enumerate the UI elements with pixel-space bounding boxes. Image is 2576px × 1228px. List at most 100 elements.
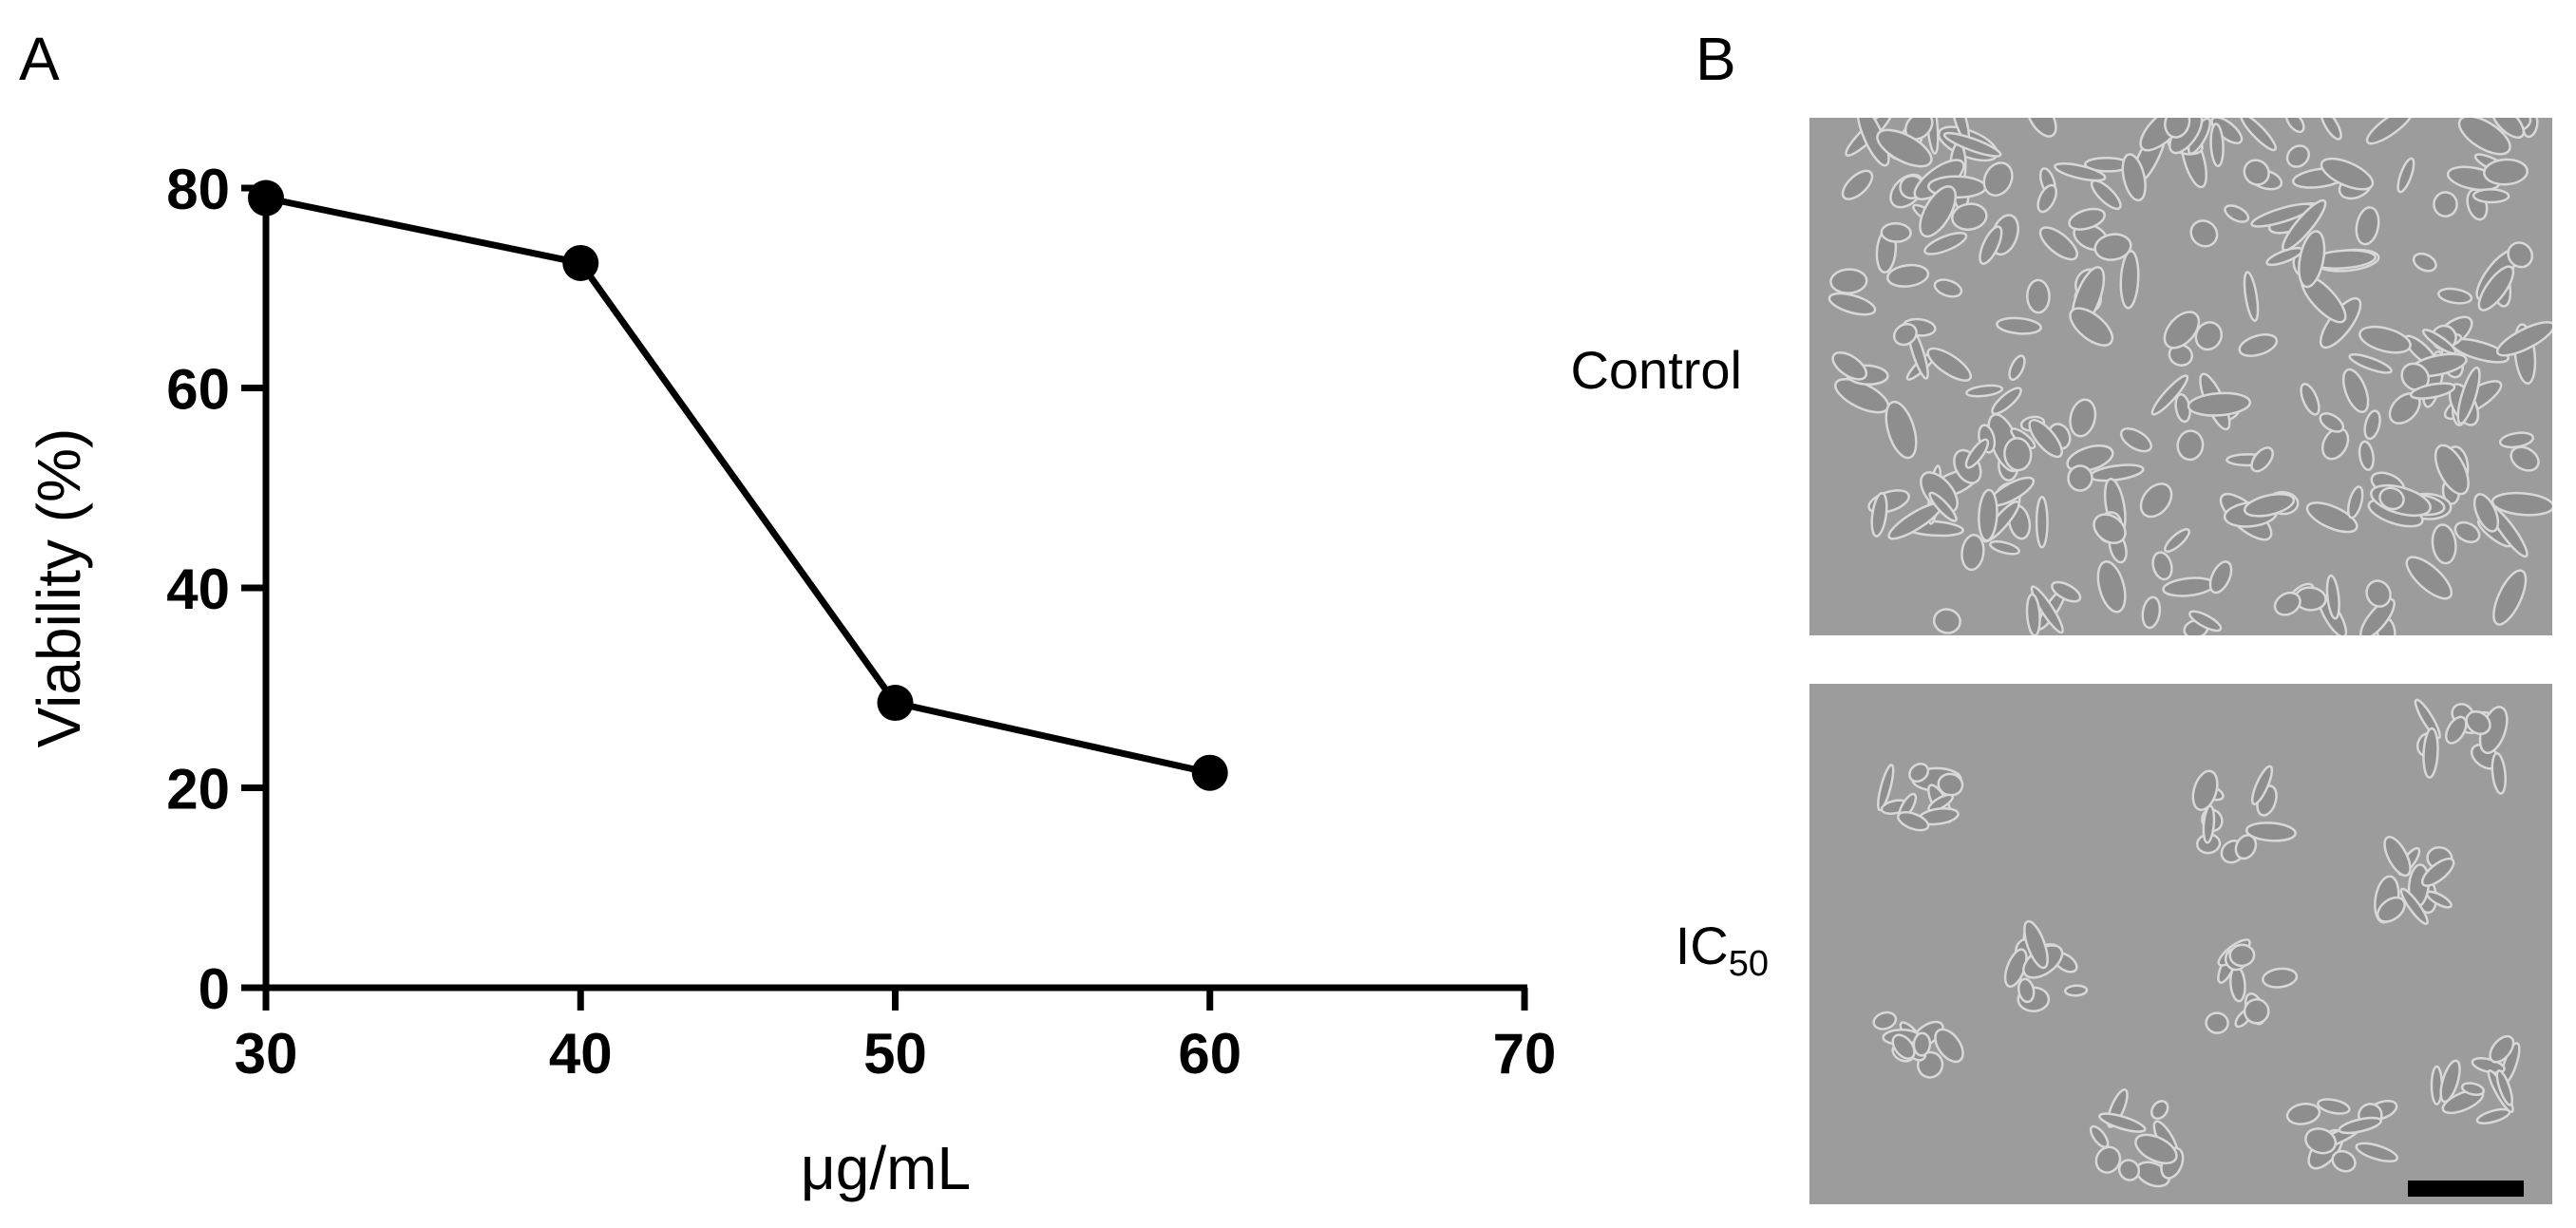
ic50-cell (2243, 998, 2270, 1025)
ic50-cell (1897, 811, 1930, 832)
control-cell (2028, 418, 2063, 459)
control-cell (1991, 387, 2022, 415)
y-tick-label: 60 (166, 358, 230, 422)
control-cell (2305, 501, 2358, 534)
ic50-cell (2205, 1011, 2229, 1034)
control-cell (2358, 325, 2412, 354)
ic50-cell (2063, 984, 2089, 997)
control-cell (2507, 241, 2534, 269)
control-cell (2093, 513, 2127, 544)
control-cell (2477, 265, 2515, 312)
control-cell (1951, 202, 1988, 231)
ic50-cell (2491, 752, 2507, 795)
micrograph-ic50-image (1809, 684, 2552, 1204)
control-cell (2068, 207, 2107, 231)
control-cell (2164, 528, 2190, 553)
control-cell (2150, 374, 2189, 416)
control-cell (2510, 445, 2540, 472)
control-cell (2319, 412, 2345, 433)
control-cell (2188, 610, 2223, 633)
control-cell (2067, 464, 2093, 492)
ic50-cell (2355, 1142, 2399, 1162)
series-points (248, 179, 1228, 791)
ic50-cell (2228, 943, 2256, 968)
control-cell (1933, 278, 1963, 298)
ic50-cell (2317, 1098, 2351, 1115)
control-cell (2036, 183, 2058, 214)
control-cell (2396, 157, 2415, 194)
control-cell (1989, 539, 2020, 556)
control-cell (1932, 608, 1961, 634)
control-cell (1960, 534, 1985, 572)
control-cell (1923, 232, 1968, 255)
control-cell (2209, 123, 2225, 168)
data-point (877, 685, 914, 722)
control-cell (1920, 471, 1959, 514)
x-tick-label: 70 (1493, 1022, 1557, 1086)
control-cell (2298, 230, 2326, 289)
ic50-cell (2117, 1159, 2141, 1181)
control-cell (2412, 252, 2437, 273)
control-cell (2437, 287, 2473, 305)
micrograph-ic50 (1809, 684, 2552, 1204)
control-cell (2421, 328, 2457, 355)
control-cell (1831, 350, 1868, 381)
micrograph-control (1809, 118, 2552, 635)
ic50-cell (2439, 1059, 2461, 1104)
control-cell (2090, 179, 2122, 211)
control-label: Control (1570, 340, 1742, 400)
control-cell (1876, 128, 1933, 168)
control-cell (2119, 427, 2152, 453)
ic50-cell (1934, 1028, 1964, 1064)
ic50-cell (2023, 919, 2049, 970)
ic50-cell (1876, 764, 1895, 812)
control-cell (1919, 185, 1958, 238)
control-cell (2119, 250, 2140, 310)
scale-bar (2408, 1181, 2524, 1197)
control-cell (2243, 271, 2260, 322)
control-cell (2405, 556, 2453, 600)
control-cell (2025, 118, 2057, 138)
control-cell (2365, 579, 2392, 608)
control-cell (2457, 118, 2511, 156)
ic50-cell (2425, 890, 2453, 909)
control-cell (2284, 118, 2305, 134)
control-cell (2472, 188, 2510, 204)
control-cell (2320, 157, 2375, 191)
control-cell (2472, 493, 2500, 533)
control-cell (2163, 311, 2201, 350)
control-cell (1979, 225, 2003, 265)
control-cell (2300, 382, 2320, 416)
ic50-cell (1908, 762, 1930, 784)
control-cell (2359, 597, 2396, 635)
control-cell (2320, 118, 2342, 141)
control-cell (2495, 321, 2552, 357)
control-cell (1982, 161, 2014, 198)
control-cell (2325, 574, 2340, 620)
control-cell (1880, 222, 1912, 243)
control-cell (2238, 333, 2279, 357)
control-cell (2121, 153, 2147, 202)
ic50-cell (2489, 1034, 2515, 1064)
chart-axes (262, 185, 1527, 992)
control-cell (1828, 292, 1877, 316)
control-cell (2491, 491, 2552, 517)
control-cell (2026, 278, 2051, 314)
control-cell (2189, 219, 2219, 248)
panel-b-label: B (1695, 25, 1736, 93)
ic50-label: IC50 (1676, 919, 1769, 983)
ic50-cell (2338, 1116, 2383, 1135)
ic50-cell (2134, 1133, 2178, 1165)
ic50-cell (2465, 709, 2491, 736)
control-cell (2250, 446, 2274, 473)
control-cell (2025, 593, 2041, 635)
data-point (1191, 754, 1228, 791)
control-cell (2141, 595, 2162, 630)
control-cell (2240, 118, 2278, 152)
x-tick-label: 40 (549, 1022, 613, 1086)
control-cell (1965, 384, 2004, 398)
control-cell (2346, 485, 2364, 520)
ic50-cell (2250, 765, 2274, 805)
ic50-cell (2399, 887, 2429, 925)
ic50-cell (1891, 1033, 1916, 1060)
